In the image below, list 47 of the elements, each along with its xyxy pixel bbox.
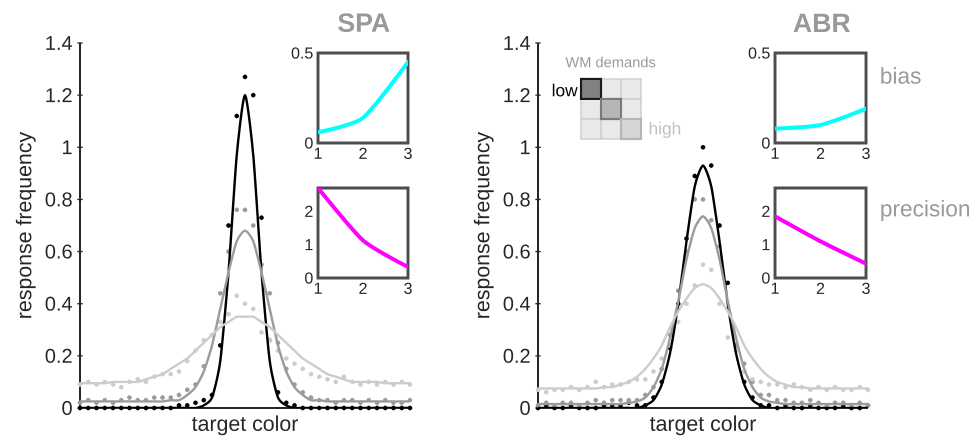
y-tick-label: 0 [305, 272, 313, 284]
y-tick-label: 2 [305, 206, 312, 217]
annotation: low [552, 84, 578, 96]
y-tick-label: 0 [520, 400, 530, 416]
y-tick-label: 0.4 [46, 296, 72, 311]
y-tick-label: 2 [762, 206, 770, 217]
y-tick-label: 0.8 [504, 192, 530, 206]
x-axis-title: target color [650, 415, 756, 436]
y-tick-label: 1.2 [504, 88, 530, 102]
y-tick-label: 1 [762, 239, 770, 250]
x-tick-label: 2 [359, 148, 367, 159]
chart-title: ABR [794, 14, 850, 32]
annotation: WM demands [565, 56, 656, 68]
y-axis-title: bias [881, 67, 921, 84]
y-axis-title: precision [881, 200, 969, 222]
x-tick-label: 1 [772, 148, 779, 159]
y-tick-label: 0.5 [748, 47, 770, 59]
y-tick-label: 0.6 [46, 244, 72, 259]
y-tick-label: 1.2 [46, 88, 72, 102]
y-tick-label: 1.4 [504, 36, 530, 50]
x-tick-label: 2 [816, 282, 824, 294]
x-tick-label: 3 [404, 282, 412, 294]
y-tick-label: 0.2 [46, 348, 72, 363]
x-tick-label: 3 [862, 282, 870, 294]
y-tick-label: 0.5 [292, 47, 313, 59]
x-tick-label: 1 [314, 282, 322, 294]
y-tick-label: 1 [306, 239, 313, 250]
x-tick-label: 1 [772, 282, 779, 294]
y-axis-title: response frequency [474, 132, 494, 318]
x-tick-label: 3 [404, 148, 412, 160]
x-tick-label: 3 [862, 148, 870, 160]
y-tick-label: 0.4 [504, 296, 530, 311]
y-tick-label: 0.2 [504, 348, 530, 363]
annotation: high [650, 122, 680, 138]
y-tick-label: 0 [762, 137, 770, 149]
y-tick-label: 0 [62, 400, 72, 416]
y-axis-title: response frequency [16, 132, 36, 318]
y-tick-label: 0 [762, 272, 770, 284]
y-tick-label: 0 [305, 137, 313, 149]
x-tick-label: 1 [314, 148, 322, 159]
y-tick-label: 0.8 [46, 192, 72, 206]
y-tick-label: 0.6 [504, 244, 530, 259]
x-axis-title: target color [192, 415, 298, 436]
chart-title: SPA [338, 13, 390, 32]
y-tick-label: 1.4 [46, 36, 72, 50]
x-tick-label: 2 [816, 148, 824, 159]
x-tick-label: 2 [359, 282, 367, 294]
